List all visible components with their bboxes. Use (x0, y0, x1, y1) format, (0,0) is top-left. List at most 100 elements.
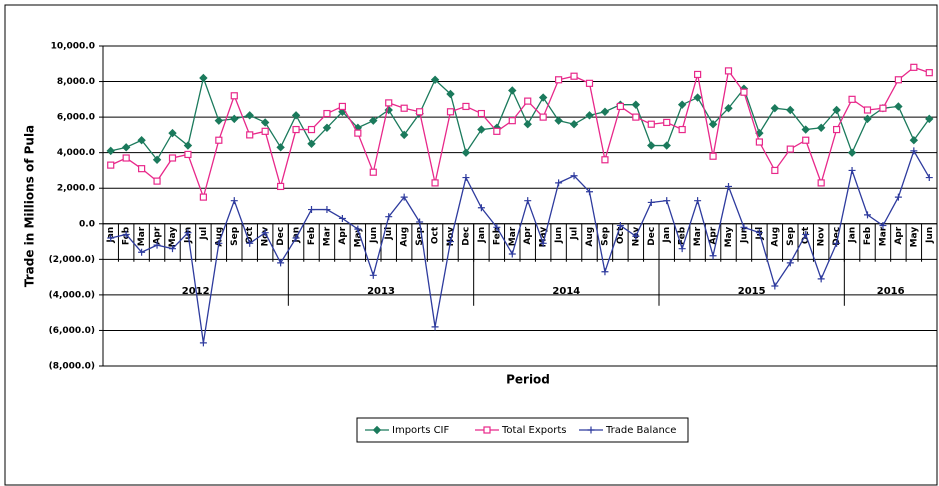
marker (369, 116, 378, 125)
marker (585, 111, 594, 120)
marker (261, 127, 269, 135)
marker (816, 123, 826, 132)
marker (524, 197, 532, 205)
marker (477, 204, 485, 212)
x-tick-label: Jun (739, 227, 749, 244)
marker (245, 111, 254, 120)
marker (292, 234, 300, 242)
marker (708, 120, 718, 129)
marker (107, 234, 115, 242)
marker (493, 223, 501, 231)
marker (802, 136, 810, 144)
marker (400, 193, 408, 201)
marker (925, 174, 933, 182)
marker (292, 125, 300, 134)
y-tick-label: (6,000.0) (49, 326, 95, 336)
marker (585, 79, 594, 87)
x-tick-label: Feb (678, 226, 688, 245)
legend-label: Imports CIF (392, 425, 450, 436)
marker (632, 113, 640, 121)
marker (230, 197, 238, 205)
x-tick-label: May (168, 227, 178, 248)
x-tick-label: Feb (863, 226, 873, 245)
marker (694, 70, 702, 79)
marker (215, 136, 223, 144)
marker (462, 102, 470, 111)
x-tick-label: May (909, 227, 919, 248)
marker (909, 136, 919, 145)
x-tick-label: Feb (307, 226, 317, 245)
x-tick-label: Nov (446, 227, 456, 247)
marker (400, 104, 408, 112)
marker (399, 130, 409, 140)
marker (601, 156, 609, 164)
x-tick-label: Aug (770, 227, 780, 247)
x-tick-label: Jan (662, 227, 672, 244)
marker (508, 250, 516, 258)
marker (338, 214, 346, 222)
marker (863, 106, 872, 114)
marker (277, 182, 285, 191)
x-tick-label: Dec (647, 227, 657, 246)
marker (199, 193, 207, 201)
marker (601, 268, 609, 276)
x-tick-label: Apr (894, 226, 904, 244)
marker (369, 271, 377, 279)
marker (184, 229, 192, 237)
marker (539, 113, 547, 121)
x-tick-label: Oct (245, 226, 255, 244)
marker (153, 177, 161, 185)
marker (786, 105, 795, 115)
x-tick-label: Feb (492, 226, 502, 245)
x-tick-label: Jun (554, 227, 564, 244)
x-tick-label: Mar (137, 226, 147, 246)
marker (879, 222, 887, 230)
marker (848, 166, 856, 174)
x-tick-label: Oct (431, 226, 441, 244)
marker (183, 141, 193, 150)
x-tick-label: Mar (322, 226, 332, 246)
series-line (110, 149, 930, 343)
marker (230, 114, 239, 124)
x-tick-label: Jul (199, 227, 209, 241)
marker (848, 95, 856, 103)
y-tick-label: 4,000.0 (57, 148, 95, 158)
marker (493, 127, 501, 135)
marker (246, 131, 254, 139)
y-tick-label: (8,000.0) (49, 362, 95, 372)
marker (647, 198, 655, 206)
marker (694, 197, 702, 205)
marker (291, 111, 301, 120)
legend-label: Trade Balance (605, 425, 676, 436)
marker (894, 193, 902, 201)
marker (447, 238, 454, 246)
marker (508, 86, 517, 95)
marker (725, 182, 732, 190)
marker (446, 108, 455, 116)
marker (864, 211, 871, 219)
marker (632, 232, 640, 240)
marker (833, 239, 841, 247)
marker (555, 179, 563, 187)
marker (169, 245, 176, 253)
marker (508, 117, 516, 125)
marker (106, 146, 115, 156)
marker (677, 100, 687, 109)
marker (925, 114, 934, 124)
marker (276, 143, 285, 152)
marker (555, 76, 563, 84)
marker (354, 225, 362, 233)
marker (323, 206, 331, 214)
marker (199, 73, 208, 83)
marker (755, 138, 763, 146)
marker (322, 123, 332, 132)
marker (431, 179, 439, 187)
marker (354, 129, 362, 137)
x-tick-label: Sep (230, 226, 240, 246)
marker (538, 93, 548, 102)
marker (461, 148, 471, 157)
y-tick-label: (4,000.0) (49, 290, 95, 300)
marker (786, 259, 794, 267)
marker (663, 197, 671, 205)
